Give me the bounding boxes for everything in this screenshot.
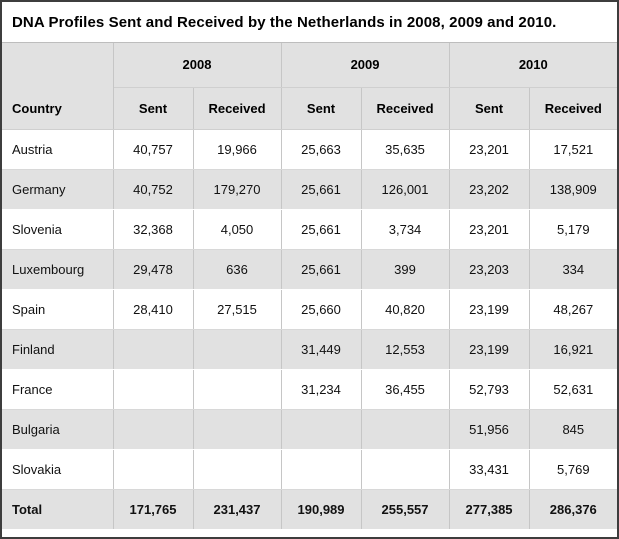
year-header-row: Country 2008 2009 2010 xyxy=(2,43,617,130)
value-cell xyxy=(113,329,194,370)
value-cell xyxy=(361,449,450,490)
country-cell: Spain xyxy=(2,289,114,330)
value-cell: 4,050 xyxy=(193,209,282,250)
table-row: Total 171,765 231,437 190,989 255,557 277,385… xyxy=(2,489,617,529)
country-cell: France xyxy=(2,369,114,410)
value-cell: 35,635 xyxy=(361,129,450,170)
value-cell: 286,376 xyxy=(529,489,617,529)
table-row: Slovenia 32,368 4,050 25,661 3,734 23,201 5,17… xyxy=(2,209,617,250)
country-column-header: Country xyxy=(2,43,114,130)
dna-profiles-table: Country 2008 2009 2010 Sent Received Sen… xyxy=(2,43,617,529)
value-cell: 5,179 xyxy=(529,209,617,250)
value-cell: 845 xyxy=(529,409,617,450)
value-cell: 28,410 xyxy=(113,289,194,330)
sent-received-header-row: Sent Received Sent Received Sent Receive… xyxy=(2,87,617,130)
table-row: Austria 40,757 19,966 25,663 35,635 23,201 17,… xyxy=(2,129,617,170)
table-row: Slovakia 33,431 5,769 xyxy=(2,449,617,490)
value-cell: 23,202 xyxy=(449,169,530,210)
value-cell: 399 xyxy=(361,249,450,290)
value-cell: 231,437 xyxy=(193,489,282,529)
value-cell: 31,234 xyxy=(281,369,362,410)
value-cell: 25,663 xyxy=(281,129,362,170)
value-cell: 277,385 xyxy=(449,489,530,529)
table-header: Country 2008 2009 2010 Sent Received Sen… xyxy=(2,43,617,130)
value-cell: 255,557 xyxy=(361,489,450,529)
value-cell: 179,270 xyxy=(193,169,282,210)
value-cell xyxy=(193,449,282,490)
country-cell: Total xyxy=(2,489,114,529)
sent-header-2010: Sent xyxy=(449,87,530,130)
value-cell: 138,909 xyxy=(529,169,617,210)
value-cell: 171,765 xyxy=(113,489,194,529)
sent-header-2009: Sent xyxy=(281,87,362,130)
value-cell: 23,199 xyxy=(449,289,530,330)
country-cell: Germany xyxy=(2,169,114,210)
value-cell: 5,769 xyxy=(529,449,617,490)
year-header-2008: 2008 xyxy=(113,43,282,88)
country-cell: Luxembourg xyxy=(2,249,114,290)
value-cell xyxy=(281,449,362,490)
table-row: Spain 28,410 27,515 25,660 40,820 23,199 48,26… xyxy=(2,289,617,330)
value-cell: 334 xyxy=(529,249,617,290)
value-cell: 40,752 xyxy=(113,169,194,210)
value-cell: 25,661 xyxy=(281,169,362,210)
value-cell xyxy=(193,369,282,410)
value-cell: 190,989 xyxy=(281,489,362,529)
value-cell: 51,956 xyxy=(449,409,530,450)
table-body: Austria 40,757 19,966 25,663 35,635 23,201 17,… xyxy=(2,129,617,529)
value-cell: 48,267 xyxy=(529,289,617,330)
value-cell xyxy=(361,409,450,450)
value-cell: 25,661 xyxy=(281,209,362,250)
value-cell: 29,478 xyxy=(113,249,194,290)
value-cell: 3,734 xyxy=(361,209,450,250)
value-cell xyxy=(281,409,362,450)
value-cell: 52,793 xyxy=(449,369,530,410)
country-cell: Finland xyxy=(2,329,114,370)
table-row: Bulgaria 51,956 845 xyxy=(2,409,617,450)
value-cell xyxy=(193,329,282,370)
value-cell: 52,631 xyxy=(529,369,617,410)
country-cell: Bulgaria xyxy=(2,409,114,450)
received-header-2010: Received xyxy=(529,87,617,130)
value-cell: 27,515 xyxy=(193,289,282,330)
value-cell xyxy=(193,409,282,450)
received-header-2009: Received xyxy=(361,87,450,130)
value-cell: 23,201 xyxy=(449,209,530,250)
sent-header-2008: Sent xyxy=(113,87,194,130)
country-cell: Slovakia xyxy=(2,449,114,490)
year-header-2010: 2010 xyxy=(449,43,617,88)
value-cell: 33,431 xyxy=(449,449,530,490)
value-cell: 17,521 xyxy=(529,129,617,170)
value-cell: 36,455 xyxy=(361,369,450,410)
value-cell: 25,661 xyxy=(281,249,362,290)
value-cell: 23,199 xyxy=(449,329,530,370)
value-cell: 23,203 xyxy=(449,249,530,290)
value-cell: 32,368 xyxy=(113,209,194,250)
value-cell: 126,001 xyxy=(361,169,450,210)
value-cell: 636 xyxy=(193,249,282,290)
received-header-2008: Received xyxy=(193,87,282,130)
year-header-2009: 2009 xyxy=(281,43,450,88)
country-cell: Austria xyxy=(2,129,114,170)
value-cell: 31,449 xyxy=(281,329,362,370)
table-row: Luxembourg 29,478 636 25,661 399 23,203 334 xyxy=(2,249,617,290)
table-row: Germany 40,752 179,270 25,661 126,001 23,202 1… xyxy=(2,169,617,210)
value-cell: 40,820 xyxy=(361,289,450,330)
value-cell: 19,966 xyxy=(193,129,282,170)
value-cell: 40,757 xyxy=(113,129,194,170)
value-cell xyxy=(113,409,194,450)
country-cell: Slovenia xyxy=(2,209,114,250)
value-cell: 23,201 xyxy=(449,129,530,170)
value-cell xyxy=(113,369,194,410)
table-row: Finland 31,449 12,553 23,199 16,921 xyxy=(2,329,617,370)
table-row: France 31,234 36,455 52,793 52,631 xyxy=(2,369,617,410)
value-cell: 16,921 xyxy=(529,329,617,370)
value-cell xyxy=(113,449,194,490)
table-title: DNA Profiles Sent and Received by the Ne… xyxy=(2,2,617,43)
value-cell: 12,553 xyxy=(361,329,450,370)
value-cell: 25,660 xyxy=(281,289,362,330)
